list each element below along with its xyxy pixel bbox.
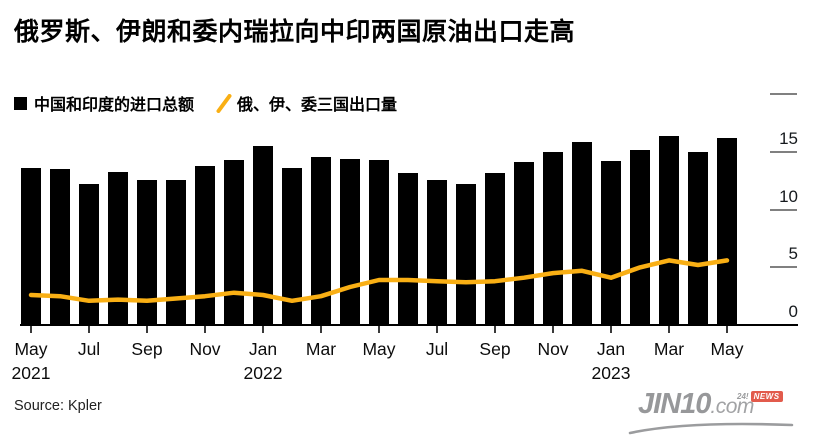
y-axis-label: 0 xyxy=(788,302,798,321)
bar-mar-2023 xyxy=(659,135,679,325)
x-axis-month-label: Sep xyxy=(131,339,163,359)
x-axis-tick xyxy=(552,326,554,333)
bar-sep-2022 xyxy=(485,172,505,325)
x-axis-tick xyxy=(668,326,670,333)
bar-jul-2022 xyxy=(427,179,447,325)
bar-jan-2022 xyxy=(253,146,273,325)
x-axis-tick xyxy=(146,326,148,333)
bar-jun-2021 xyxy=(50,169,70,325)
bar-mar-2022 xyxy=(311,156,331,325)
y-axis-tick xyxy=(770,151,797,154)
x-axis-month-label: Jan xyxy=(596,339,626,359)
chart-legend: 中国和印度的进口总额 俄、伊、委三国出口量 xyxy=(14,91,397,115)
x-axis-tick xyxy=(726,326,728,333)
x-axis-tick xyxy=(262,326,264,333)
x-axis-line xyxy=(20,324,798,326)
x-axis-month-label: Mar xyxy=(653,339,685,359)
bar-aug-2021 xyxy=(108,171,128,325)
bar-may-2023 xyxy=(717,138,737,325)
bar-oct-2022 xyxy=(514,162,534,325)
bar-feb-2022 xyxy=(282,168,302,325)
bar-series-label: 中国和印度的进口总额 xyxy=(34,97,195,114)
y-axis-tick xyxy=(770,208,797,211)
source-note: Source: Kpler xyxy=(14,398,102,414)
bar-jun-2022 xyxy=(398,172,418,325)
x-axis-month-label: Jan xyxy=(248,339,278,359)
bar-series-swatch-icon xyxy=(14,96,27,110)
bar-jul-2021 xyxy=(79,184,99,325)
x-axis-tick xyxy=(436,326,438,333)
bar-may-2021 xyxy=(21,168,41,325)
x-axis-month-label: Nov xyxy=(189,339,221,359)
x-axis-year-label: 2022 xyxy=(243,363,283,383)
bar-feb-2023 xyxy=(630,149,650,325)
bar-aug-2022 xyxy=(456,184,476,325)
x-axis-tick xyxy=(30,326,32,333)
bar-nov-2022 xyxy=(543,152,563,325)
chart-title: 俄罗斯、伊朗和委内瑞拉向中印两国原油出口走高 xyxy=(14,18,576,46)
bar-sep-2021 xyxy=(137,179,157,325)
x-axis-year-label: 2023 xyxy=(591,363,631,383)
y-axis-tick xyxy=(770,93,797,96)
y-axis-tick xyxy=(770,266,797,269)
x-axis-month-label: Nov xyxy=(537,339,569,359)
x-axis-month-label: Jul xyxy=(77,339,101,359)
line-series-label: 俄、伊、委三国出口量 xyxy=(237,97,398,114)
jin10-logo: JIN10.com 24! NEWS xyxy=(628,386,818,438)
logo-text-main: JIN10 xyxy=(638,388,711,420)
x-axis-month-label: May xyxy=(362,339,396,359)
x-axis-year-label: 2021 xyxy=(11,363,51,383)
x-axis-month-label: Mar xyxy=(305,339,337,359)
bar-dec-2021 xyxy=(224,160,244,325)
y-axis-label: 10 xyxy=(779,186,798,206)
logo-text-suffix: .com xyxy=(710,395,754,418)
bar-apr-2023 xyxy=(688,152,708,325)
x-axis-month-label: Jul xyxy=(425,339,449,359)
bar-may-2022 xyxy=(369,160,389,325)
logo-news-badge: NEWS xyxy=(750,391,783,402)
y-axis-label: 5 xyxy=(788,244,798,264)
logo-24-label: 24! xyxy=(737,392,749,401)
x-axis-tick xyxy=(320,326,322,333)
x-axis-month-label: May xyxy=(14,339,48,359)
y-axis-label: 15 xyxy=(779,129,798,149)
x-axis-tick xyxy=(494,326,496,333)
logo-swoosh-icon xyxy=(628,422,794,435)
bar-apr-2022 xyxy=(340,158,360,325)
x-axis-tick xyxy=(88,326,90,333)
bar-oct-2021 xyxy=(166,179,186,325)
bar-nov-2021 xyxy=(195,165,215,325)
x-axis-tick xyxy=(610,326,612,333)
x-axis-month-label: Sep xyxy=(479,339,511,359)
line-series-slash-icon xyxy=(216,93,232,113)
x-axis-tick xyxy=(378,326,380,333)
bar-dec-2022 xyxy=(572,141,592,325)
x-axis-month-label: May xyxy=(710,339,744,359)
x-axis-tick xyxy=(204,326,206,333)
bar-jan-2023 xyxy=(601,161,621,325)
